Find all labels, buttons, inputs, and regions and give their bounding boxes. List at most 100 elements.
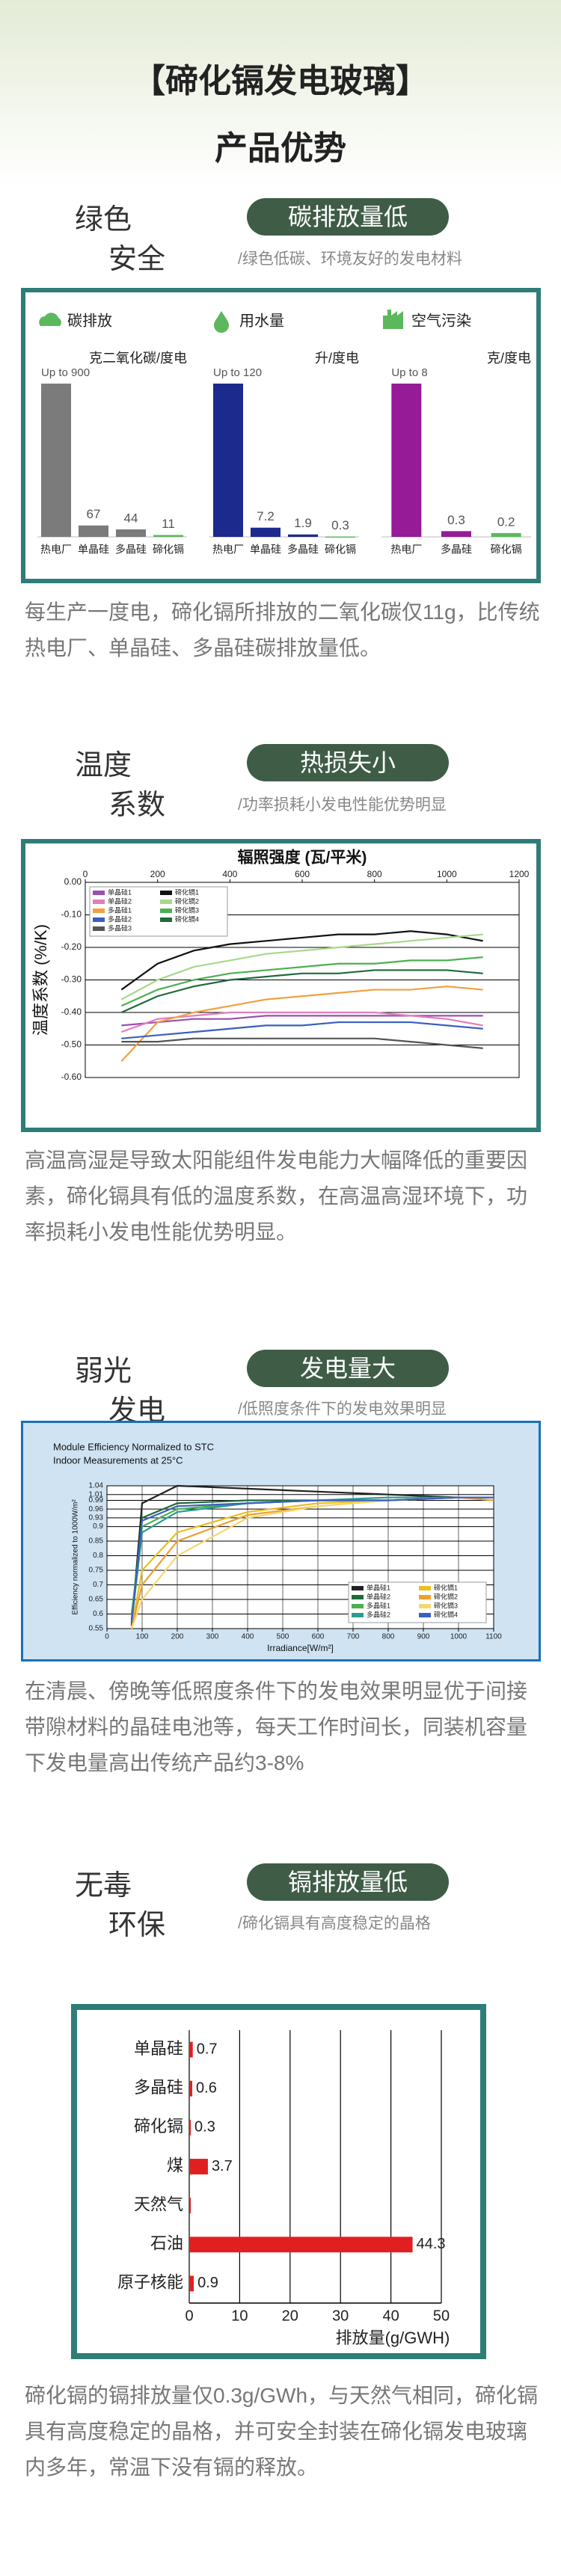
line bbox=[120, 969, 483, 1014]
chart-box bbox=[71, 2004, 486, 2359]
heading: 安全 bbox=[108, 244, 166, 275]
y-tick-label: 石油 bbox=[150, 2234, 183, 2253]
legend-label: 单晶硅1 bbox=[108, 888, 132, 896]
legend-box bbox=[348, 1581, 487, 1623]
legend-swatch bbox=[160, 900, 172, 904]
x-tick-label: 10 bbox=[231, 2308, 248, 2324]
line bbox=[120, 986, 483, 1062]
x-tick-label: 单晶硅 bbox=[78, 544, 109, 556]
legend-label: 碲化镉1 bbox=[175, 888, 199, 896]
value-label: 0.7 bbox=[197, 2041, 218, 2057]
x-tick-label: 20 bbox=[282, 2308, 298, 2324]
legend-swatch bbox=[160, 917, 172, 922]
legend-swatch bbox=[419, 1604, 431, 1608]
legend-label: 碲化镉4 bbox=[434, 1610, 458, 1618]
line bbox=[121, 1037, 483, 1049]
y-tick-label: -0.50 bbox=[61, 1039, 82, 1050]
legend-label: 单晶硅2 bbox=[108, 897, 132, 905]
x-tick-label: 碲化镉 bbox=[491, 544, 522, 556]
paragraph: 在清晨、傍晚等低照度条件下的发电效果明显优于间接带隙材料的晶硅电池等，每天工作时… bbox=[25, 1679, 528, 1774]
line bbox=[120, 1011, 483, 1033]
legend-label: 碲化镉3 bbox=[434, 1601, 458, 1609]
y-tick-label: -0.20 bbox=[61, 941, 82, 952]
paragraph: 碲化镉的镉排放量仅0.3g/GWh，与天然气相同，碲化镉具有高度稳定的晶格，并可… bbox=[25, 2384, 539, 2479]
x-tick-label: 单晶硅 bbox=[250, 544, 281, 556]
legend-label: 多晶硅1 bbox=[367, 1601, 390, 1609]
chart-subtitle: Indoor Measurements at 25°C bbox=[53, 1454, 183, 1466]
bar bbox=[153, 535, 183, 537]
tag: 发电量大 bbox=[247, 1350, 449, 1387]
x-tick-label: 1000 bbox=[450, 1633, 468, 1641]
legend-label: 单晶硅1 bbox=[367, 1583, 390, 1591]
line bbox=[121, 1015, 483, 1027]
legend-swatch bbox=[352, 1595, 364, 1599]
legend-swatch bbox=[160, 891, 172, 895]
y-tick-label: -0.10 bbox=[61, 909, 82, 920]
x-tick-label: 800 bbox=[382, 1633, 395, 1641]
value-label: 0.3 bbox=[447, 513, 465, 527]
x-tick-label: 热电厂 bbox=[390, 544, 422, 556]
legend-label: 碲化镉2 bbox=[434, 1592, 458, 1600]
legend-swatch bbox=[352, 1604, 364, 1608]
value-label: 11 bbox=[162, 517, 175, 531]
y-axis-title: Efficiency normalized to 1000W/m² bbox=[72, 1499, 80, 1615]
heading: 系数 bbox=[108, 790, 166, 821]
note: /碲化镉具有高度稳定的晶格 bbox=[238, 1915, 431, 1932]
panel-title: 碳排放 bbox=[67, 312, 112, 329]
line bbox=[120, 956, 483, 1007]
bar bbox=[213, 384, 243, 537]
value-label: 0.2 bbox=[497, 514, 515, 529]
legend-label: 多晶硅2 bbox=[367, 1610, 390, 1618]
value-label: 3.7 bbox=[212, 2158, 233, 2174]
legend-label: 多晶硅1 bbox=[108, 906, 132, 914]
heading: 环保 bbox=[108, 1910, 166, 1941]
y-tick-label: -0.60 bbox=[61, 1072, 82, 1082]
x-tick-label: 700 bbox=[347, 1633, 360, 1641]
y-tick-label: 1.04 bbox=[89, 1482, 104, 1490]
legend-swatch bbox=[93, 909, 105, 913]
value-label: Up to 900 bbox=[41, 366, 90, 379]
panel-title: 用水量 bbox=[239, 312, 284, 329]
y-axis-title: 温度系数 (%/K) bbox=[31, 924, 50, 1036]
value-label: Up to 8 bbox=[391, 366, 427, 379]
tag: 热损失小 bbox=[247, 744, 449, 781]
y-tick-label: 0.93 bbox=[89, 1514, 104, 1522]
x-tick-label: 50 bbox=[433, 2308, 450, 2324]
x-tick-label: 碲化镉 bbox=[325, 544, 356, 556]
value-label: 1.9 bbox=[294, 516, 312, 530]
x-tick-label: 0 bbox=[105, 1633, 109, 1641]
legend-label: 单晶硅2 bbox=[367, 1592, 390, 1600]
bar bbox=[79, 525, 108, 537]
value-label: 67 bbox=[87, 507, 101, 521]
legend-swatch bbox=[93, 917, 105, 922]
x-tick-label: 40 bbox=[382, 2308, 399, 2324]
icon bbox=[39, 313, 61, 326]
chart: 0.00 -0.10 -0.20 -0.30 -0.40 -0.50 -0.60 0 200 40… bbox=[31, 849, 530, 1083]
bar bbox=[189, 2198, 191, 2214]
chart-title: Module Efficiency Normalized to STC bbox=[53, 1441, 214, 1452]
line bbox=[120, 933, 483, 1000]
legend-label: 碲化镉4 bbox=[175, 914, 199, 923]
legend-swatch bbox=[352, 1586, 364, 1590]
bar bbox=[116, 529, 146, 537]
y-tick-label: -0.40 bbox=[61, 1006, 82, 1017]
x-axis-title: 排放量(g/GWH) bbox=[336, 2328, 450, 2347]
y-tick-label: 0.6 bbox=[93, 1610, 103, 1618]
x-tick-label: 0 bbox=[185, 2308, 193, 2324]
y-tick-label: 0.96 bbox=[89, 1505, 104, 1513]
legend-label: 碲化镉3 bbox=[175, 906, 199, 914]
legend-swatch bbox=[93, 891, 105, 895]
legend-box bbox=[89, 886, 228, 937]
bar bbox=[189, 2041, 193, 2058]
bar bbox=[189, 2119, 191, 2136]
icon bbox=[214, 311, 229, 333]
x-tick-label: 800 bbox=[367, 869, 382, 879]
x-tick-label: 200 bbox=[171, 1633, 184, 1641]
y-tick-label: 0.55 bbox=[89, 1625, 104, 1633]
bar bbox=[391, 384, 422, 537]
y-tick-label: 0.7 bbox=[93, 1581, 103, 1589]
chart-title: 辐照强度 (瓦/平米) bbox=[238, 849, 367, 867]
chart: 0 10 20 30 40 50 排放量(g/GWH) 单晶硅 0.7 多晶硅 0.6 碲化镉 0.3 煤… bbox=[117, 2030, 450, 2347]
x-tick-label: 多晶硅 bbox=[287, 544, 319, 556]
